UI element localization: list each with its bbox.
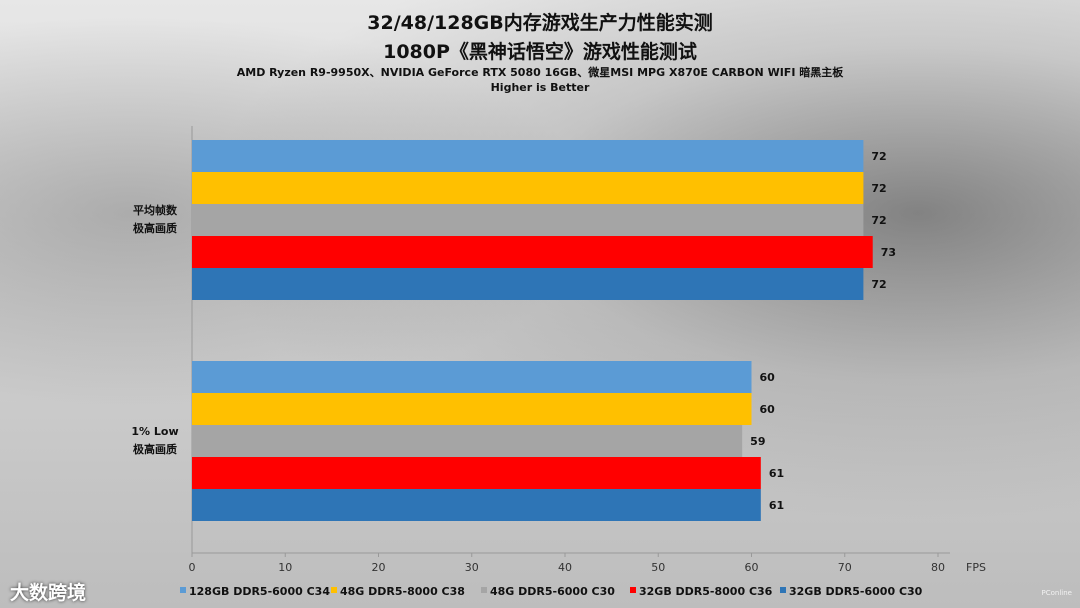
x-tick-label: 30 [465,561,479,574]
legend-label: 48G DDR5-6000 C30 [490,585,615,598]
x-tick-label: 10 [278,561,292,574]
x-tick-label: 20 [372,561,386,574]
bar [192,140,864,172]
watermark: PConline [1041,589,1072,597]
data-label: 60 [760,403,776,416]
data-label: 73 [881,246,896,259]
category-label: 平均帧数 [133,203,178,217]
data-label: 72 [871,278,886,291]
legend-label: 48G DDR5-8000 C38 [340,585,465,598]
category-label: 1% Low [131,425,178,438]
category-label: 极高画质 [133,442,177,456]
bar [192,393,752,425]
chart-title-2: 1080P《黑神话悟空》游戏性能测试 [383,41,697,63]
data-label: 59 [750,435,765,448]
legend-swatch [331,587,337,593]
bar [192,268,864,300]
legend-label: 128GB DDR5-6000 C34 [189,585,330,598]
data-label: 72 [871,182,886,195]
legend-label: 32GB DDR5-8000 C36 [639,585,773,598]
bar [192,457,761,489]
bar [192,425,743,457]
legend-swatch [180,587,186,593]
bar [192,236,873,268]
data-label: 72 [871,150,886,163]
x-tick-label: 80 [931,561,945,574]
x-tick-label: 40 [558,561,572,574]
data-label: 72 [871,214,886,227]
x-tick-label: 50 [651,561,665,574]
x-tick-label: 70 [838,561,852,574]
bar [192,361,752,393]
chart-note: Higher is Better [490,81,590,94]
brand-logo: 大数跨境 [10,582,87,604]
x-axis-label: FPS [966,561,986,574]
bar [192,489,761,521]
chart-subtitle: AMD Ryzen R9-9950X、NVIDIA GeForce RTX 50… [236,66,844,79]
data-label: 61 [769,499,784,512]
legend-swatch [481,587,487,593]
bar [192,204,864,236]
legend-swatch [780,587,786,593]
legend-label: 32GB DDR5-6000 C30 [789,585,923,598]
data-label: 60 [760,371,776,384]
x-tick-label: 0 [189,561,196,574]
chart-title: 32/48/128GB内存游戏生产力性能实测 [367,12,713,34]
legend-swatch [630,587,636,593]
category-label: 极高画质 [133,221,177,235]
x-tick-label: 60 [745,561,759,574]
data-label: 61 [769,467,784,480]
bar [192,172,864,204]
